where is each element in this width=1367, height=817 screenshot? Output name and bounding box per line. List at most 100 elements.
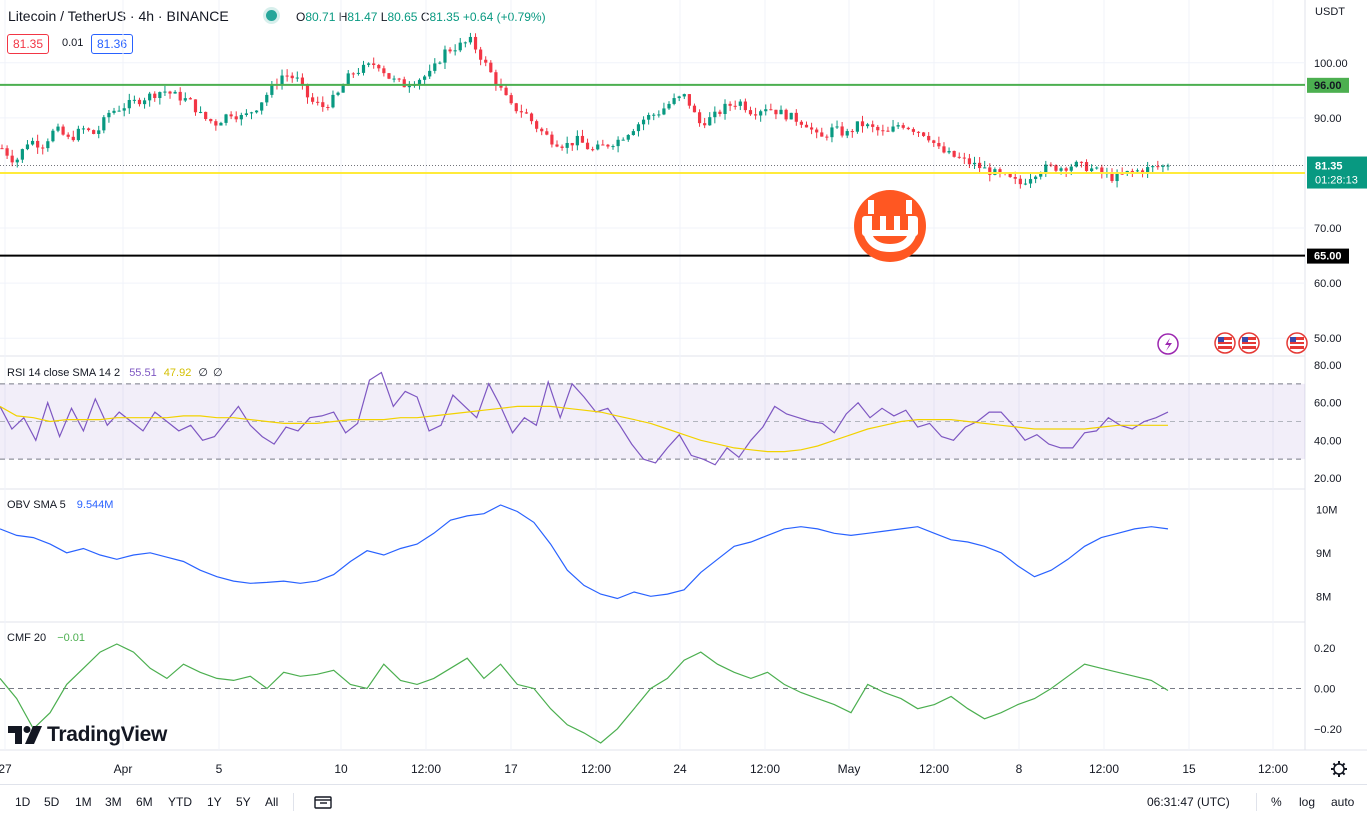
- candle-body: [112, 110, 116, 113]
- range-5y[interactable]: 5Y: [236, 795, 251, 809]
- candle-body: [647, 114, 651, 120]
- candle-body: [1090, 168, 1094, 172]
- candle-body: [438, 62, 442, 64]
- time-tick: 10: [334, 762, 348, 776]
- candle-body: [15, 159, 19, 163]
- candle-body: [36, 140, 40, 148]
- chart-canvas[interactable]: 80.00 60.00 40.00 20.00 10M 9M 8M 0.20 0.00 −0.…: [0, 0, 1367, 784]
- candle-body: [911, 129, 916, 132]
- range-1y[interactable]: 1Y: [207, 795, 222, 809]
- buy-price-button[interactable]: 81.36: [91, 34, 134, 54]
- candle-body: [10, 155, 14, 163]
- candle-body: [1084, 162, 1089, 172]
- candle-body: [662, 108, 666, 115]
- candle-body: [580, 135, 585, 143]
- candle-body: [891, 126, 895, 132]
- candle-body: [61, 126, 65, 135]
- price-tick: 100.00: [1314, 58, 1348, 70]
- cmf-tick: 0.20: [1314, 643, 1335, 655]
- rsi-legend[interactable]: RSI 14 close SMA 14 2 55.51 47.92 ∅ ∅: [7, 366, 223, 379]
- range-1d[interactable]: 1D: [15, 795, 31, 809]
- candle-body: [967, 158, 972, 165]
- candle-body: [148, 93, 152, 101]
- candle-body: [484, 59, 488, 63]
- range-ytd[interactable]: YTD: [168, 795, 192, 809]
- candle-body: [733, 105, 737, 107]
- candle-body: [978, 162, 982, 169]
- range-all[interactable]: All: [265, 795, 279, 809]
- candlestick-series: [0, 32, 1170, 189]
- utc-clock[interactable]: 06:31:47 (UTC): [1147, 795, 1230, 809]
- candle-body: [402, 79, 406, 88]
- candle-body: [0, 148, 4, 150]
- candle-body: [1028, 179, 1033, 184]
- candle-body: [972, 162, 977, 165]
- candle-body: [356, 72, 361, 74]
- candle-body: [367, 63, 371, 65]
- candle-body: [1115, 173, 1119, 182]
- rsi-line: [0, 371, 1169, 466]
- candle-body: [1064, 168, 1068, 171]
- candle-body: [591, 149, 595, 151]
- candle-body: [652, 114, 656, 116]
- candle-body: [947, 150, 951, 153]
- cmf-label: CMF 20: [7, 632, 47, 644]
- toolbar-divider: [293, 793, 294, 811]
- candle-body: [158, 92, 162, 98]
- candle-body: [728, 103, 732, 106]
- sell-price-button[interactable]: 81.35: [7, 34, 50, 54]
- candle-body: [998, 169, 1002, 173]
- range-1m[interactable]: 1M: [75, 795, 92, 809]
- currency-selector[interactable]: USDT: [1315, 6, 1345, 18]
- candle-body: [92, 130, 96, 134]
- rsi-pane: 80.00 60.00 40.00 20.00: [0, 360, 1342, 485]
- candle-body: [957, 156, 961, 158]
- candle-body: [407, 85, 411, 88]
- date-range-icon[interactable]: [314, 794, 332, 810]
- candle-body: [346, 73, 350, 86]
- cmf-legend[interactable]: CMF 20 −0.01: [7, 632, 85, 644]
- rsi-tick: 20.00: [1314, 473, 1342, 485]
- log-toggle[interactable]: log: [1299, 795, 1316, 809]
- candle-body: [1054, 165, 1058, 171]
- candle-body: [703, 123, 707, 126]
- cmf-value: −0.01: [57, 632, 86, 644]
- candle-body: [387, 73, 391, 79]
- range-5d[interactable]: 5D: [44, 795, 60, 809]
- candle-body: [916, 131, 921, 133]
- percent-toggle[interactable]: %: [1271, 795, 1282, 809]
- candle-body: [316, 101, 320, 103]
- range-3m[interactable]: 3M: [105, 795, 122, 809]
- candle-body: [1140, 170, 1145, 174]
- rsi-sma-value: 47.92: [163, 367, 192, 379]
- obv-legend[interactable]: OBV SMA 5 9.544M: [7, 499, 113, 511]
- candle-body: [254, 110, 259, 113]
- candle-body: [41, 147, 45, 149]
- candle-body: [636, 124, 641, 132]
- candle-body: [1151, 166, 1155, 168]
- candle-body: [601, 144, 605, 146]
- candle-body: [56, 126, 60, 131]
- candle-body: [183, 98, 187, 101]
- candle-body: [76, 128, 80, 141]
- price-tick: 90.00: [1314, 113, 1342, 125]
- range-6m[interactable]: 6M: [136, 795, 153, 809]
- candle-body: [1100, 167, 1104, 174]
- high-value: 81.47: [347, 10, 378, 24]
- candle-body: [1079, 161, 1084, 163]
- candle-body: [382, 68, 386, 74]
- candle-body: [117, 110, 121, 112]
- close-label: C: [420, 10, 430, 24]
- symbol-title[interactable]: Litecoin / TetherUS · 4h · BINANCE: [8, 8, 229, 24]
- candle-body: [626, 135, 630, 140]
- countdown-label: 01:28:13: [1315, 175, 1358, 187]
- open-value: 80.71: [305, 10, 336, 24]
- change-value: +0.64 (+0.79%): [462, 10, 546, 24]
- candle-body: [1135, 170, 1140, 172]
- candle-body: [723, 103, 727, 115]
- candle-body: [1095, 167, 1099, 169]
- candle-body: [815, 129, 819, 133]
- auto-toggle[interactable]: auto: [1331, 795, 1355, 809]
- candle-body: [672, 98, 676, 104]
- candle-body: [463, 42, 467, 44]
